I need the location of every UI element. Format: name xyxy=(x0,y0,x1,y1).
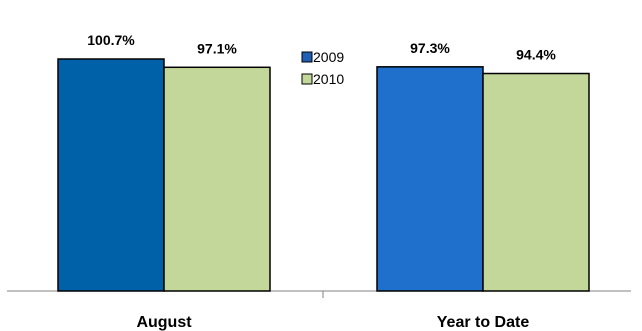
category-label-august: August xyxy=(136,314,192,331)
bar-year-to-date-2010 xyxy=(482,72,590,292)
bar-august-2009 xyxy=(57,58,165,292)
bar-year-to-date-2009 xyxy=(376,66,484,292)
data-label-year-to-date-2010: 94.4% xyxy=(516,47,556,63)
legend-label-2009: 2009 xyxy=(313,49,344,65)
category-labels-group: August Year to Date xyxy=(136,314,529,331)
bars-group xyxy=(57,58,590,292)
legend-swatch-2010 xyxy=(301,73,313,85)
data-label-august-2009: 100.7% xyxy=(87,32,135,48)
legend: 2009 2010 xyxy=(301,49,344,87)
bar-august-2010 xyxy=(163,66,271,292)
legend-swatch-2009 xyxy=(301,51,313,63)
data-label-august-2010: 97.1% xyxy=(197,40,237,56)
data-labels-group: 100.7% 97.1% 97.3% 94.4% xyxy=(87,32,556,63)
legend-label-2010: 2010 xyxy=(313,71,344,87)
category-label-year-to-date: Year to Date xyxy=(437,314,530,331)
data-label-year-to-date-2009: 97.3% xyxy=(410,40,450,56)
